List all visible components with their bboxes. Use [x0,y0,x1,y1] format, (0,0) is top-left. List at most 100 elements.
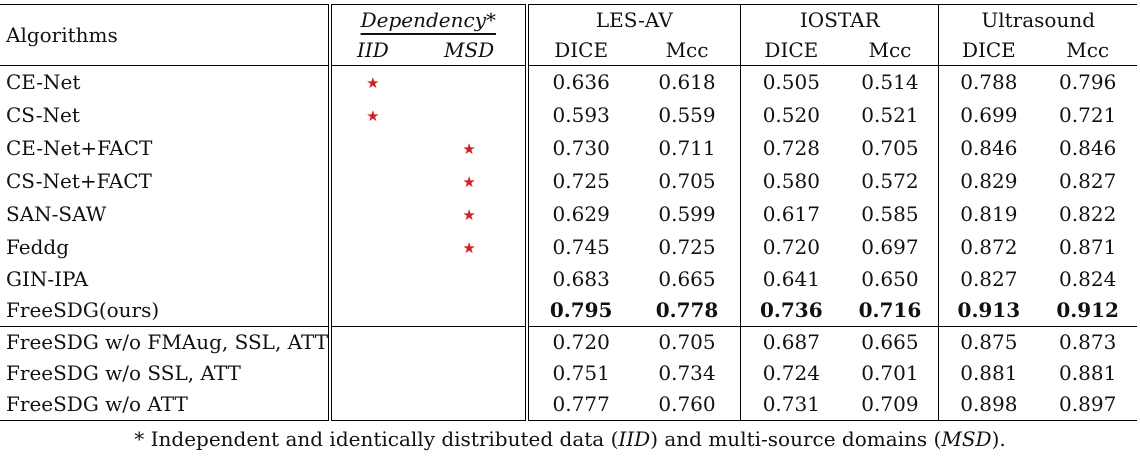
msd-cell: ★ [414,231,527,264]
footnote-text: ) and multi-source domains ( [650,427,942,451]
algorithm-name: FreeSDG(ours) [6,298,160,322]
table-row: CE-Net+FACT ★ 0.730 0.711 0.728 0.705 0.846 0.8… [0,132,1137,165]
iid-cell [328,231,414,264]
metric-value: 0.898 [938,389,1039,421]
star-icon: ★ [462,173,476,191]
iid-cell [328,165,414,198]
metric-value: 0.572 [861,169,919,193]
metric-value: 0.725 [658,235,716,259]
metric-value: 0.665 [658,267,716,291]
table-row: GIN-IPA 0.683 0.665 0.641 0.650 0.827 0.824 [0,264,1137,295]
msd-cell: ★ [414,165,527,198]
metric-value: 0.665 [841,326,939,358]
metric-value: 0.724 [740,358,842,389]
metric-value: 0.636 [524,65,634,99]
table-row: CS-Net+FACT ★ 0.725 0.705 0.580 0.572 0.829 0.8… [0,165,1137,198]
msd-cell: ★ [414,198,527,231]
metric-value: 0.872 [938,231,1039,264]
metric-value: 0.705 [658,169,716,193]
header-metric: DICE [524,35,634,66]
table-body: CE-Net ★ 0.636 0.618 0.505 0.514 0.788 0.796 CS-… [0,65,1137,421]
metric-value: 0.720 [524,326,634,358]
algorithm-name: CE-Net+FACT [6,136,153,160]
footnote-text: * Independent and identically distribute… [134,427,619,451]
msd-cell [414,295,527,327]
metric-value: 0.731 [740,389,842,421]
metric-value: 0.745 [524,231,634,264]
metric-value: 0.827 [1059,169,1117,193]
iid-cell [328,198,414,231]
metric-value: 0.897 [1038,389,1137,421]
iid-cell [328,264,414,295]
iid-cell [328,389,414,421]
algorithm-name: Feddg [6,235,70,259]
header-metric: Mcc [841,35,939,66]
metric-value: 0.650 [861,267,919,291]
metric-value: 0.559 [658,103,716,127]
metric-value: 0.721 [1059,103,1117,127]
header-metric: Mcc [633,35,741,66]
metric-value: 0.777 [524,389,634,421]
footnote-text: ). [991,427,1006,451]
msd-cell [414,99,527,132]
metric-value: 0.873 [1038,326,1137,358]
metric-value: 0.514 [861,70,919,94]
metric-value: 0.846 [1059,136,1117,160]
table-row: FreeSDG w/o ATT 0.777 0.760 0.731 0.709 0.898… [0,389,1137,421]
table-row: FreeSDG w/o FMAug, SSL, ATT 0.720 0.705 0.6… [0,326,1137,358]
metric-value: 0.711 [658,136,716,160]
algorithm-name: CS-Net+FACT [6,169,152,193]
metric-value: 0.725 [524,165,634,198]
msd-cell [413,326,527,358]
star-icon: ★ [366,74,380,92]
metric-value: 0.720 [740,231,842,264]
metric-value: 0.730 [524,132,634,165]
header-metric: Mcc [1038,35,1137,66]
metric-value: 0.521 [861,103,919,127]
iid-cell [328,295,414,327]
header-dependency-label: Dependency* [360,8,496,32]
metric-value: 0.699 [938,99,1039,132]
metric-value: 0.751 [524,358,634,389]
metric-value: 0.599 [658,202,716,226]
algorithm-name: FreeSDG w/o ATT [0,389,331,421]
metric-value: 0.618 [658,70,716,94]
algorithm-name: FreeSDG w/o SSL, ATT [6,361,241,385]
star-icon: ★ [462,239,476,257]
metric-value: 0.795 [524,295,634,327]
table-row: Feddg ★ 0.745 0.725 0.720 0.697 0.872 0.871 [0,231,1137,264]
msd-cell [414,264,527,295]
metric-value: 0.641 [740,264,842,295]
algorithm-name: CE-Net [6,70,81,94]
metric-value: 0.778 [655,298,719,322]
header-iid: IID [328,35,414,66]
metric-value: 0.822 [1059,202,1117,226]
table-row: CS-Net ★ 0.593 0.559 0.520 0.521 0.699 0.721 [0,99,1137,132]
iid-cell: ★ [328,99,414,132]
metric-value: 0.505 [740,65,842,99]
msd-cell [413,389,527,421]
header-metric: DICE [740,35,842,66]
algorithm-name: GIN-IPA [6,267,89,291]
metric-value: 0.875 [938,326,1039,358]
iid-cell: ★ [328,65,414,99]
metric-value: 0.520 [740,99,842,132]
metric-value: 0.709 [841,389,939,421]
iid-cell [328,358,414,389]
metric-value: 0.871 [1059,235,1117,259]
footnote-iid: IID [618,427,651,451]
metric-value: 0.705 [861,136,919,160]
msd-cell: ★ [414,132,527,165]
header-algorithms: Algorithms [0,4,331,66]
metric-value: 0.819 [938,198,1039,231]
metric-value: 0.827 [938,264,1039,295]
footnote-msd: MSD [941,427,992,451]
table-header: Algorithms Dependency* LES-AV IOSTAR Ult… [0,4,1137,66]
header-dataset-ultrasound: Ultrasound [938,4,1137,35]
metric-value: 0.846 [938,132,1039,165]
metric-value: 0.881 [938,358,1039,389]
metric-value: 0.824 [1059,267,1117,291]
metric-value: 0.829 [938,165,1039,198]
star-icon: ★ [462,206,476,224]
